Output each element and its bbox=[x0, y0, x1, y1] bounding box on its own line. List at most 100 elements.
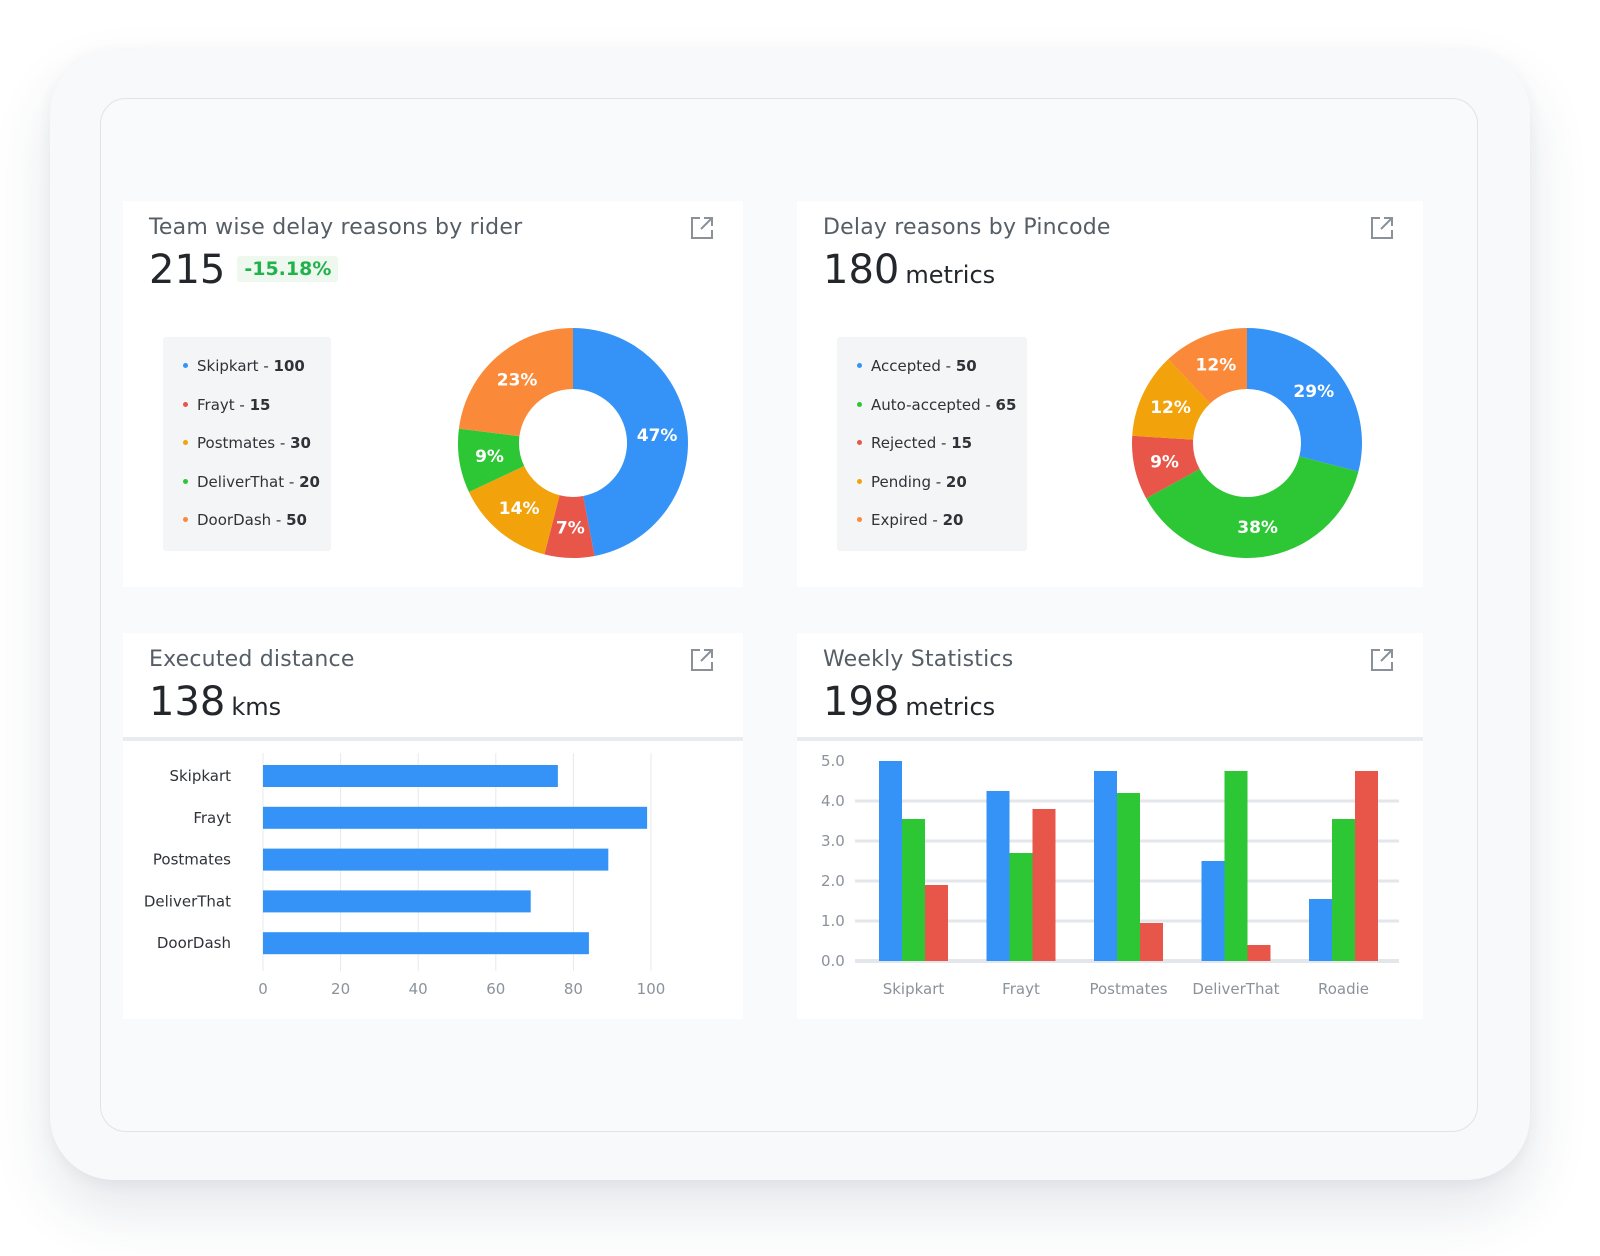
metric: 138 kms bbox=[149, 679, 281, 725]
card-title: Weekly Statistics bbox=[823, 647, 1014, 672]
divider bbox=[123, 737, 743, 741]
bar bbox=[986, 791, 1010, 961]
donut-slice bbox=[458, 328, 573, 437]
legend-separator: - bbox=[980, 395, 996, 414]
legend-separator: - bbox=[927, 511, 943, 529]
slice-label: 12% bbox=[1196, 355, 1237, 375]
divider bbox=[797, 737, 1423, 741]
external-link-icon[interactable] bbox=[689, 647, 715, 673]
donut-slice bbox=[1132, 359, 1211, 440]
external-link-icon[interactable] bbox=[1369, 647, 1395, 673]
legend-dot bbox=[183, 517, 188, 522]
x-tick-label: 80 bbox=[564, 980, 583, 998]
bar bbox=[1140, 923, 1163, 961]
metric-unit: metrics bbox=[905, 261, 996, 289]
card-title: Executed distance bbox=[149, 647, 355, 672]
legend-value: 20 bbox=[942, 511, 964, 529]
legend-dot bbox=[183, 440, 188, 445]
bar bbox=[1009, 853, 1033, 961]
bar bbox=[1332, 819, 1355, 961]
x-tick-label: 40 bbox=[409, 980, 428, 998]
metric-unit: kms bbox=[231, 693, 282, 721]
legend-item: Postmates - 30 bbox=[183, 434, 313, 473]
metric: 180 metrics bbox=[823, 247, 995, 293]
donut-slice bbox=[573, 328, 688, 556]
bar bbox=[263, 765, 558, 787]
y-tick-label: DeliverThat bbox=[144, 892, 231, 910]
legend-label: DoorDash bbox=[197, 511, 272, 529]
bar bbox=[925, 885, 948, 961]
donut-slice bbox=[544, 495, 595, 558]
y-tick-label: Skipkart bbox=[169, 767, 231, 785]
y-tick-label: 5.0 bbox=[821, 752, 845, 770]
x-tick-label: 60 bbox=[486, 980, 505, 998]
legend-separator: - bbox=[271, 511, 287, 529]
legend-item: Expired - 20 bbox=[857, 511, 1009, 550]
metric-value: 215 bbox=[149, 247, 226, 293]
x-tick-label: DeliverThat bbox=[1192, 980, 1279, 998]
legend-separator: - bbox=[936, 434, 952, 452]
bar bbox=[263, 848, 609, 871]
legend-label: Frayt bbox=[197, 395, 235, 414]
legend-item: DeliverThat - 20 bbox=[183, 472, 320, 512]
y-tick-label: DoorDash bbox=[157, 934, 231, 952]
x-tick-label: 0 bbox=[258, 980, 268, 998]
slice-label: 9% bbox=[475, 447, 504, 467]
bar bbox=[1117, 793, 1140, 961]
executed-distance-card: Executed distance 138 kms 0 20 40 60 80 100 Ski… bbox=[123, 633, 743, 1019]
bar bbox=[1094, 771, 1117, 961]
legend-separator: - bbox=[258, 357, 274, 375]
y-tick-label: 1.0 bbox=[821, 912, 845, 930]
donut-slice bbox=[1146, 456, 1359, 558]
team-delay-card: Team wise delay reasons by rider 215 -15.… bbox=[123, 201, 743, 587]
dashboard-screen: Team wise delay reasons by rider 215 -15.… bbox=[100, 98, 1478, 1132]
legend-item: Accepted - 50 bbox=[857, 357, 1009, 396]
legend-dot bbox=[857, 363, 862, 368]
bar bbox=[1032, 809, 1056, 961]
legend-value: 30 bbox=[290, 434, 311, 452]
bar bbox=[1247, 945, 1271, 961]
legend-dot bbox=[857, 517, 862, 522]
legend-separator: - bbox=[930, 472, 946, 491]
bar bbox=[1309, 899, 1332, 961]
donut-slice bbox=[1247, 328, 1362, 472]
external-link-icon[interactable] bbox=[689, 215, 715, 241]
bar bbox=[263, 806, 648, 829]
legend-separator: - bbox=[234, 395, 250, 414]
legend-item: Auto-accepted - 65 bbox=[857, 395, 1016, 435]
bar bbox=[879, 761, 902, 961]
donut-slice bbox=[1168, 328, 1247, 404]
legend-item: DoorDash - 50 bbox=[183, 511, 313, 550]
change-badge: -15.18% bbox=[237, 256, 339, 282]
legend-label: DeliverThat bbox=[197, 472, 285, 491]
x-tick-label: Postmates bbox=[1089, 980, 1167, 998]
donut-chart: 47% 7% 14% 9% 23% bbox=[458, 328, 688, 558]
card-title: Team wise delay reasons by rider bbox=[149, 215, 523, 240]
external-link-icon[interactable] bbox=[1369, 215, 1395, 241]
legend-label: Rejected bbox=[871, 434, 937, 452]
y-tick-label: 4.0 bbox=[821, 792, 845, 810]
legend-label: Skipkart bbox=[197, 357, 259, 375]
slice-label: 12% bbox=[1150, 398, 1191, 418]
legend-value: 65 bbox=[995, 395, 1017, 414]
legend-item: Rejected - 15 bbox=[857, 434, 1009, 473]
x-tick-label: Frayt bbox=[1002, 980, 1040, 998]
legend-label: Auto-accepted bbox=[871, 395, 981, 414]
bar bbox=[263, 890, 531, 913]
pincode-delay-card: Delay reasons by Pincode 180 metrics Acce… bbox=[797, 201, 1423, 587]
y-tick-label: Frayt bbox=[193, 809, 231, 827]
horizontal-bar-chart: 0 20 40 60 80 100 Skipkart Frayt Postmates Delive… bbox=[144, 753, 665, 998]
legend: Skipkart - 100 Frayt - 15 Postmates - 30 De… bbox=[163, 337, 331, 551]
legend-separator: - bbox=[940, 357, 956, 375]
bar bbox=[1355, 771, 1378, 961]
metric-value: 198 bbox=[823, 679, 900, 725]
metric-unit: metrics bbox=[905, 693, 996, 721]
legend-item: Skipkart - 100 bbox=[183, 357, 313, 396]
donut-slice bbox=[458, 428, 525, 492]
metric: 215 -15.18% bbox=[149, 247, 339, 293]
y-tick-label: Postmates bbox=[153, 851, 231, 869]
legend-dot bbox=[183, 363, 188, 368]
legend-value: 50 bbox=[286, 511, 307, 529]
card-title: Delay reasons by Pincode bbox=[823, 215, 1111, 240]
slice-label: 9% bbox=[1150, 452, 1179, 472]
